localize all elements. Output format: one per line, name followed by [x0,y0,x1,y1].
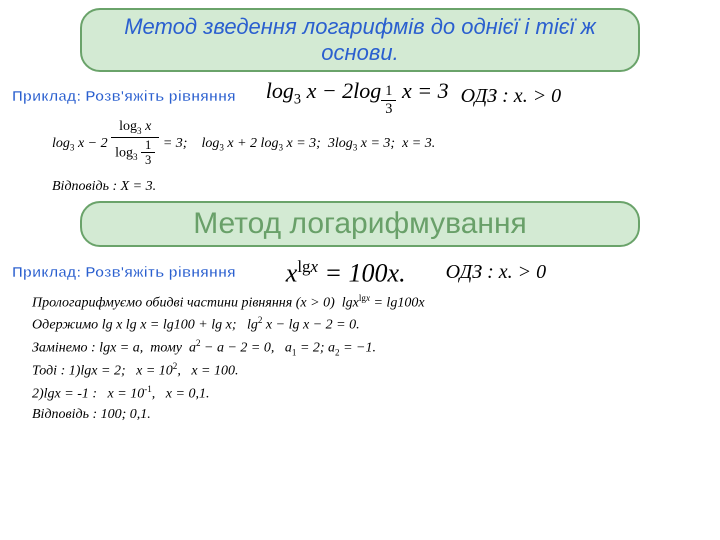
section1-example-row: Приклад: Розв'яжіть рівняння log3 x − 2l… [12,78,708,116]
section1-banner: Метод зведення логарифмів до однієї і ті… [80,8,640,72]
section2-step-1: Одержимо lg x lg x = lg100 + lg x; lg2 x… [32,315,708,334]
section2-step-3: Тоді : 1)lgx = 2; x = 102, x = 100. [32,361,708,380]
section1-odz: ОДЗ : x. > 0 [461,85,562,108]
section2-title: Метод логарифмування [193,207,527,240]
section2-steps: Прологарифмуємо обидві частини рівняння … [32,293,708,423]
example-label-2: Приклад: Розв'яжіть рівняння [12,264,236,281]
section1-answer: Відповідь : X = 3. [52,179,708,195]
section2-odz: ОДЗ : x. > 0 [446,261,547,284]
section2-step-0: Прологарифмуємо обидві частини рівняння … [32,293,708,312]
section2-banner: Метод логарифмування [80,201,640,247]
section2-equation: xlgx = 100x. [286,257,406,289]
section2-example-row: Приклад: Розв'яжіть рівняння xlgx = 100x… [12,257,708,289]
example-label-1: Приклад: Розв'яжіть рівняння [12,88,236,105]
section2-step-5: Відповідь : 100; 0,1. [32,407,708,423]
section1-title: Метод зведення логарифмів до однієї і ті… [124,14,596,65]
section1-equation: log3 x − 2log13 x = 3 [266,78,449,116]
section1-steps: log3 x − 2 log3 xlog3 13 = 3; log3 x + 2… [52,120,708,195]
section2-step-2: Замінемо : lgx = a, тому a2 − a − 2 = 0,… [32,338,708,357]
section2-step-4: 2)lgx = -1 : x = 10-1, x = 0,1. [32,384,708,403]
section1-step-line: log3 x − 2 log3 xlog3 13 = 3; log3 x + 2… [52,120,708,167]
